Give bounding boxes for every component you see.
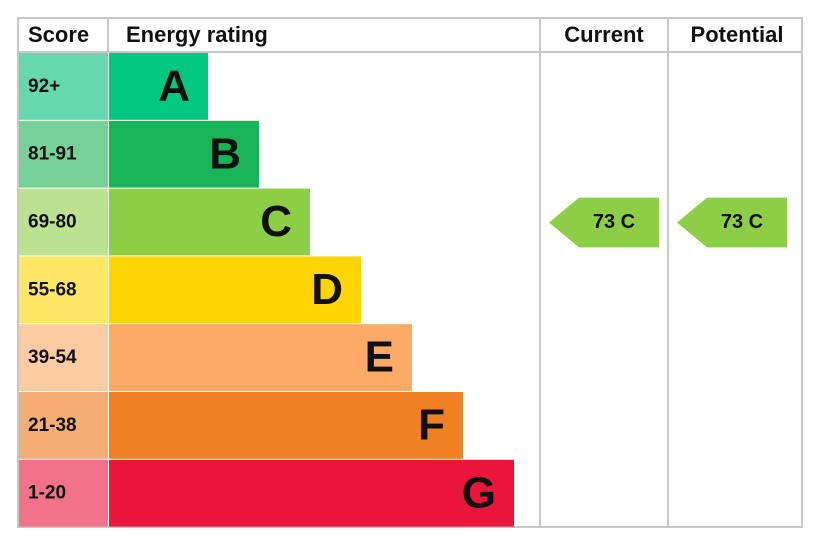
header-rating: Energy rating bbox=[126, 22, 268, 47]
rating-bar bbox=[109, 256, 361, 324]
score-cell bbox=[19, 392, 108, 459]
header-score: Score bbox=[28, 22, 89, 47]
score-cell bbox=[19, 324, 108, 391]
rating-letter: F bbox=[418, 401, 445, 450]
rating-letter: G bbox=[462, 468, 496, 517]
rating-letter: D bbox=[311, 265, 343, 314]
score-cell bbox=[19, 53, 108, 120]
header-current: Current bbox=[564, 22, 644, 47]
rating-bar bbox=[109, 459, 514, 527]
score-label: 21-38 bbox=[28, 415, 77, 436]
grid bbox=[17, 17, 803, 528]
potential-label: 73 C bbox=[721, 211, 763, 233]
score-cell bbox=[19, 120, 108, 188]
rating-bar bbox=[109, 188, 310, 256]
rating-letter: C bbox=[260, 197, 292, 246]
frame bbox=[17, 17, 803, 528]
score-cell bbox=[19, 256, 108, 324]
rating-letter: E bbox=[365, 333, 394, 382]
rating-bar bbox=[109, 120, 259, 188]
score-label: 92+ bbox=[28, 76, 60, 97]
potential-arrow bbox=[677, 197, 787, 248]
score-cell bbox=[19, 188, 108, 256]
score-label: 69-80 bbox=[28, 212, 77, 233]
score-label: 1-20 bbox=[28, 483, 66, 504]
current-label: 73 C bbox=[593, 211, 635, 233]
current-arrow bbox=[549, 197, 659, 248]
score-label: 39-54 bbox=[28, 347, 77, 368]
rating-letter: A bbox=[158, 62, 190, 111]
rating-bar bbox=[109, 324, 412, 391]
score-cell bbox=[19, 459, 108, 527]
rating-bar bbox=[109, 392, 463, 459]
rating-letter: B bbox=[209, 129, 241, 178]
header-potential: Potential bbox=[691, 22, 784, 47]
rating-bar bbox=[109, 53, 208, 120]
score-label: 55-68 bbox=[28, 279, 77, 300]
score-label: 81-91 bbox=[28, 144, 77, 165]
